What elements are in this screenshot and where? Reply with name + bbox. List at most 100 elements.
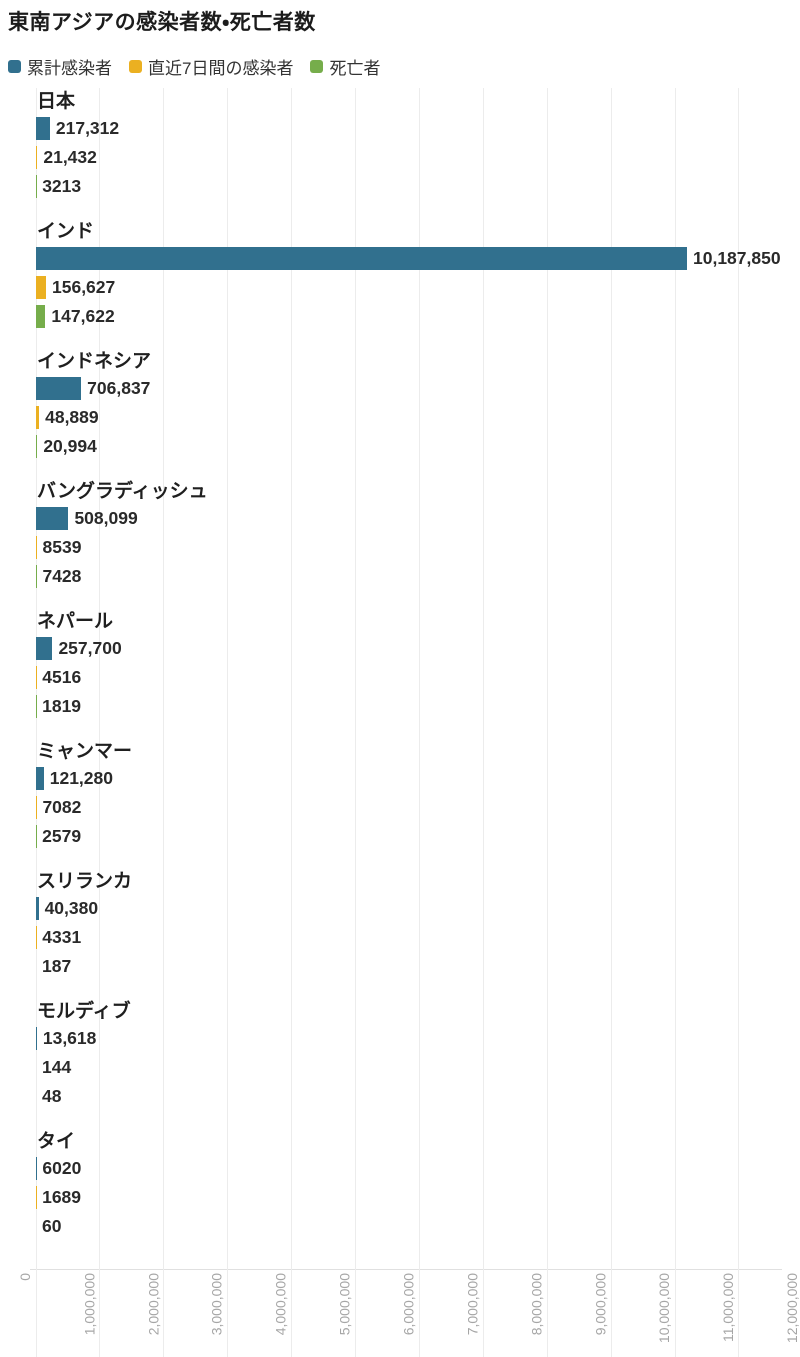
data-bar xyxy=(36,435,38,458)
bar-value-label: 706,837 xyxy=(87,378,151,398)
bar-row: 4331 xyxy=(36,926,800,949)
data-bar xyxy=(36,536,37,559)
bar-value-label: 1689 xyxy=(42,1187,82,1207)
x-axis-tick-label: 7,000,000 xyxy=(464,1273,481,1336)
chart-title: 東南アジアの感染者数・死亡者数 xyxy=(8,11,316,34)
country-label: ミャンマー xyxy=(37,741,133,762)
bar-row: 1819 xyxy=(36,695,800,718)
data-bar xyxy=(36,897,39,920)
legend-label: 死亡者 xyxy=(329,59,381,78)
bar-value-label: 508,099 xyxy=(74,508,138,528)
bar-row: 147,622 xyxy=(36,305,800,328)
bar-row: 48 xyxy=(36,1085,800,1108)
country-group: インドネシア 706,837 48,889 20,994 xyxy=(36,350,800,464)
data-bar xyxy=(36,117,50,140)
x-axis-tick-label: 5,000,000 xyxy=(336,1273,353,1336)
country-label: タイ xyxy=(37,1131,76,1152)
data-bar xyxy=(36,767,44,790)
bar-value-label: 4516 xyxy=(42,667,82,687)
bar-value-label: 2579 xyxy=(42,826,82,846)
country-group: バングラディッシュ 508,099 8539 7428 xyxy=(36,480,800,594)
bar-value-label: 144 xyxy=(42,1057,72,1077)
data-bar xyxy=(36,377,82,400)
x-gridline xyxy=(610,88,612,1357)
bar-row: 48,889 xyxy=(36,406,800,429)
bar-row: 8539 xyxy=(36,536,800,559)
bar-value-label: 187 xyxy=(42,956,72,976)
x-axis-tick-label: 3,000,000 xyxy=(208,1273,225,1336)
bar-row: 156,627 xyxy=(36,276,800,299)
country-group: ネパール 257,700 4516 1819 xyxy=(36,610,800,724)
x-axis-tick-label: 4,000,000 xyxy=(272,1273,289,1336)
bar-row: 3213 xyxy=(36,175,800,198)
country-group: スリランカ 40,380 4331 187 xyxy=(36,870,800,984)
country-group: インド 10,187,850 156,627 147,622 xyxy=(36,220,800,334)
bar-value-label: 257,700 xyxy=(58,638,122,658)
bar-value-label: 48 xyxy=(42,1086,62,1106)
x-axis-tick-label: 1,000,000 xyxy=(80,1273,97,1336)
bar-value-label: 8539 xyxy=(42,537,82,557)
country-label: インド xyxy=(37,221,95,242)
country-label: インドネシア xyxy=(37,351,152,372)
bar-value-label: 21,432 xyxy=(43,147,97,167)
x-gridline xyxy=(418,88,420,1357)
x-gridline xyxy=(546,88,548,1357)
bar-row: 7082 xyxy=(36,796,800,819)
bar-value-label: 40,380 xyxy=(44,898,99,918)
bar-value-label: 3213 xyxy=(42,176,82,196)
country-label: スリランカ xyxy=(37,871,133,892)
bar-row: 187 xyxy=(36,955,800,978)
country-group: ミャンマー 121,280 7082 2579 xyxy=(36,740,800,854)
bar-value-label: 48,889 xyxy=(45,407,99,427)
bar-row: 4516 xyxy=(36,666,800,689)
data-bar xyxy=(36,276,46,299)
bar-row: 60 xyxy=(36,1215,800,1238)
x-axis-tick-label: 2,000,000 xyxy=(144,1273,161,1336)
country-label: 日本 xyxy=(37,91,76,112)
country-group: タイ 6020 1689 60 xyxy=(36,1130,800,1244)
x-gridline xyxy=(99,88,101,1357)
legend: 累計感染者 直近7日間の感染者 死亡者 xyxy=(8,54,380,79)
bar-value-label: 1819 xyxy=(42,696,82,716)
x-gridline xyxy=(674,88,676,1357)
x-gridline xyxy=(227,88,229,1357)
bar-row: 508,099 xyxy=(36,507,800,530)
bar-value-label: 217,312 xyxy=(55,118,120,138)
bar-row: 217,312 xyxy=(36,117,800,140)
legend-swatch-icon xyxy=(129,60,142,73)
legend-label: 直近7日間の感染者 xyxy=(148,59,294,78)
data-bar xyxy=(36,637,53,660)
bar-value-label: 7082 xyxy=(42,797,82,817)
legend-label: 累計感染者 xyxy=(27,59,112,78)
bar-value-label: 13,618 xyxy=(42,1028,97,1048)
legend-item-last7days-cases: 直近7日間の感染者 xyxy=(129,54,293,79)
bar-row: 257,700 xyxy=(36,637,800,660)
bar-row: 6020 xyxy=(36,1157,800,1180)
bar-value-label: 121,280 xyxy=(49,768,113,788)
bar-row: 10,187,850 xyxy=(36,247,800,270)
bar-value-label: 156,627 xyxy=(52,277,116,297)
bar-value-label: 147,622 xyxy=(51,306,115,326)
bar-row: 706,837 xyxy=(36,377,800,400)
bar-row: 121,280 xyxy=(36,767,800,790)
legend-item-cumulative-cases: 累計感染者 xyxy=(8,54,112,79)
bar-row: 1689 xyxy=(36,1186,800,1209)
bar-row: 13,618 xyxy=(36,1027,800,1050)
legend-swatch-icon xyxy=(310,60,324,73)
country-label: ネパール xyxy=(37,611,114,632)
data-bar xyxy=(36,406,40,429)
x-gridline xyxy=(163,88,165,1357)
data-bar xyxy=(36,507,69,530)
legend-swatch-icon xyxy=(8,60,21,73)
x-axis-tick-label: 10,000,000 xyxy=(656,1273,672,1344)
bar-row: 144 xyxy=(36,1056,800,1079)
bar-row: 2579 xyxy=(36,825,800,848)
x-axis-tick-label: 11,000,000 xyxy=(719,1273,736,1343)
bar-row: 20,994 xyxy=(36,435,800,458)
data-bar xyxy=(36,1027,37,1050)
data-bar xyxy=(36,146,38,169)
x-gridline xyxy=(355,88,356,1357)
bar-value-label: 4331 xyxy=(42,927,82,947)
country-group: 日本 217,312 21,432 3213 xyxy=(36,90,800,204)
